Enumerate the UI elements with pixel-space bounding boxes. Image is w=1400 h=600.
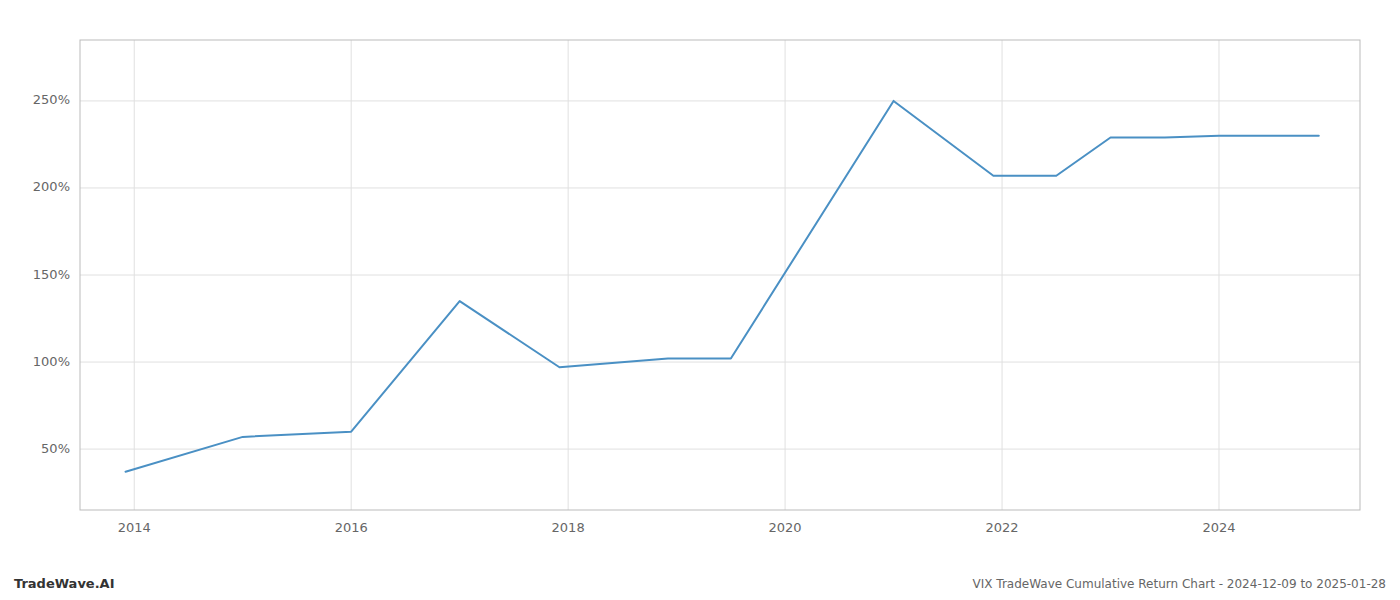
- x-tick-label: 2020: [769, 520, 802, 535]
- y-grid-line: [80, 449, 1360, 450]
- x-tick-label: 2018: [552, 520, 585, 535]
- y-tick-label: 50%: [41, 441, 70, 456]
- x-grid-line: [1218, 40, 1219, 510]
- x-tick-label: 2022: [985, 520, 1018, 535]
- y-grid-line: [80, 362, 1360, 363]
- chart: 50% 100% 150% 200% 250% 2014 2016 2018 2020 2022 2…: [0, 0, 1400, 600]
- y-grid-line: [80, 100, 1360, 101]
- y-grid-line: [80, 187, 1360, 188]
- y-grid-line: [80, 275, 1360, 276]
- x-grid-line: [568, 40, 569, 510]
- y-tick-label: 200%: [33, 179, 70, 194]
- line: [126, 101, 1319, 472]
- x-tick-label: 2016: [335, 520, 368, 535]
- y-tick-label: 150%: [33, 267, 70, 282]
- x-tick-label: 2024: [1202, 520, 1235, 535]
- axes: 50% 100% 150% 200% 250% 2014 2016 2018 2020 2022 2…: [33, 40, 1360, 535]
- grid: [80, 40, 1360, 510]
- x-tick-label: 2014: [118, 520, 151, 535]
- y-tick-label: 100%: [33, 354, 70, 369]
- y-tick-label: 250%: [33, 92, 70, 107]
- x-grid-line: [134, 40, 135, 510]
- footer-left: TradeWave.AI: [14, 576, 115, 591]
- x-grid-line: [1002, 40, 1003, 510]
- footer-right: VIX TradeWave Cumulative Return Chart - …: [973, 577, 1386, 591]
- x-grid-line: [351, 40, 352, 510]
- plot-frame: [80, 40, 1360, 510]
- plot-area: [126, 101, 1319, 472]
